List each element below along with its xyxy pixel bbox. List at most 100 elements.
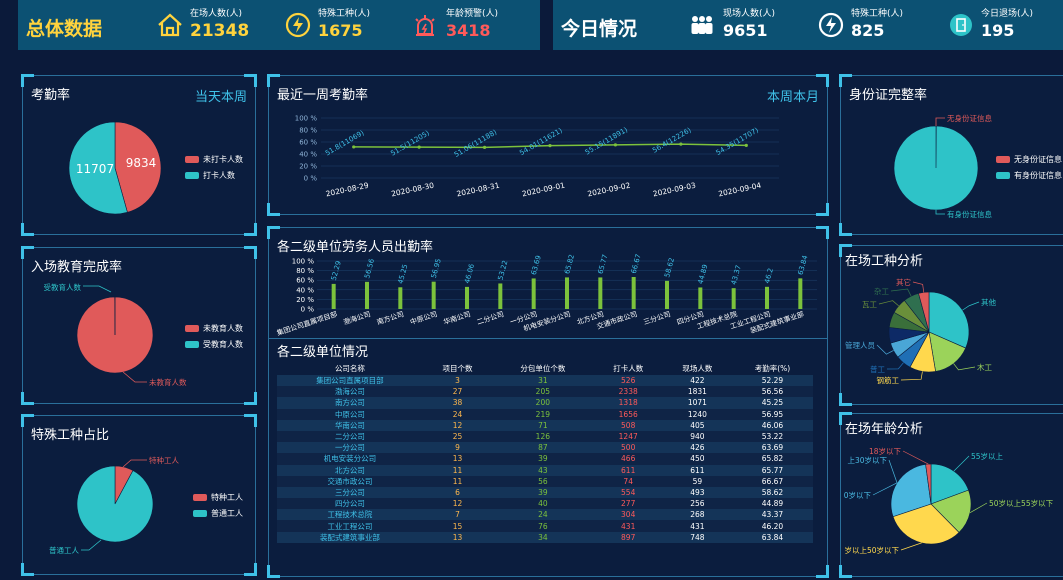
table-cell: 450 [662,453,732,465]
table-cell: 1240 [662,408,732,420]
legend-label: 普通工人 [211,509,243,518]
people-icon [688,14,716,40]
table-cell: 554 [593,486,663,499]
table-cell: 31 [492,375,594,387]
table-cell: 34 [492,531,594,543]
table-cell: 466 [593,453,663,465]
bar-value-label: 53.22 [497,260,510,281]
callout-line [876,344,894,355]
callout-label: 普通工人 [49,545,79,555]
callout-label: 0岁以下 [844,490,872,500]
x-tick-label: 2020-09-01 [521,181,566,199]
table-cell: 56 [492,475,594,487]
bolt-circle-icon [285,12,311,42]
table-cell: 24 [492,509,594,521]
y-tick-label: 40 % [299,151,317,159]
education-legend: 未教育人数 受教育人数 [185,323,243,355]
callout-label: 未教育人数 [149,377,187,387]
panel-title: 考勤率 [31,88,71,103]
point-label: 51.06(11188) [453,128,499,159]
callout-line [890,288,912,297]
slice-value-label: 11707 [76,162,114,176]
callout-label: 其他 [981,297,996,307]
table-cell: 46.06 [731,419,813,431]
bar [531,278,536,309]
callout-label: 无身份证信息 [947,113,992,123]
bar [365,281,369,309]
table-cell: 北方公司 [277,464,423,476]
x-tick-label: 二分公司 [476,309,505,326]
callout-label: 50岁以上55岁以下 [989,498,1054,508]
x-tick-label: 2020-09-03 [652,181,697,199]
bar [331,283,336,309]
table-cell: 748 [662,531,732,543]
bar [665,280,669,309]
callout-line [888,459,898,483]
point-label: 54.35(11707) [715,126,761,157]
table-cell: 43.37 [731,509,813,521]
data-point [417,145,421,149]
callout-line [902,450,929,465]
legend-label: 有身份证信息 [1014,171,1062,180]
bar [765,286,769,309]
bolt-circle-icon [818,12,844,42]
x-tick-label: 2020-08-30 [390,181,435,199]
y-tick-label: 100 % [295,115,318,123]
pie-slice [893,125,979,211]
bar [465,286,469,309]
table-header: 现场人数 [682,363,713,373]
table-cell: 南方公司 [277,397,423,409]
callout-label: 55岁以上 [971,451,1004,461]
attendance-panel: 考勤率 当天本周 9834 11707 未打卡人数 打卡人数 [21,74,257,236]
weekly-panel: 最近一周考勤率 本周本月 0 % 20 % 40 % 60 % 80 % 100 % 51.… [267,74,829,216]
table-header: 项目个数 [442,363,473,373]
table-cell: 611 [662,464,732,476]
table-cell: 交通市政公司 [277,475,423,487]
table-cell: 11 [422,464,493,476]
table-cell: 38 [422,397,493,409]
table-cell: 268 [662,509,732,521]
table-cell: 27 [422,386,493,398]
callout-label: 上30岁以下 [847,455,887,465]
exit-icon [948,12,974,42]
panel-title: 在场年龄分析 [845,422,924,437]
stat-label: 特殊工种(人) [318,9,371,19]
table-cell: 56.95 [731,408,813,420]
y-tick-label: 0 % [304,175,318,183]
bar [431,281,436,309]
callout-label: 18岁以下 [869,446,902,456]
table-row: 装配式建筑事业部 13 34 897 748 63.84 [277,531,813,543]
pie-slice [930,489,972,533]
period-toggle[interactable]: 当天本周 [194,90,247,105]
table-row: 工业工程公司 15 76 431 431 46.20 [277,520,813,532]
units-table-wrap: 公司名称 项目个数 分包单位个数 打卡人数 现场人数 考勤率(%) 集团公司直属项目部 3 3… [277,361,813,543]
bar [565,277,569,309]
legend-label: 打卡人数 [203,171,235,180]
table-cell: 126 [492,430,594,443]
x-tick-label: 三分公司 [642,309,671,326]
callout-line [969,502,988,514]
table-cell: 58.62 [731,486,813,499]
stat-value: 825 [851,21,885,40]
table-cell: 71 [492,419,594,431]
stat-today-exit: 今日退场(人) 195 [981,6,1033,40]
table-cell: 205 [492,386,594,398]
stat-value: 195 [981,21,1015,40]
table-cell: 工程技术总院 [277,509,423,521]
table-cell: 53.22 [731,430,813,443]
data-point [482,145,487,149]
table-cell: 机电安装分公司 [277,453,423,465]
pie-slice [68,121,128,215]
period-toggle[interactable]: 本周本月 [766,90,819,105]
table-cell: 431 [593,520,663,532]
stat-label: 今日退场(人) [981,9,1034,19]
pie-slice [930,463,969,505]
callout-label: 瓦工 [862,300,877,309]
work-types-panel: 在场工种分析 其他 木工 钢筋工 普工 管理人员 瓦工 杂工 其它 [839,244,1063,406]
table-cell: 集团公司直属项目部 [277,375,423,387]
stat-value: 1675 [318,21,363,40]
